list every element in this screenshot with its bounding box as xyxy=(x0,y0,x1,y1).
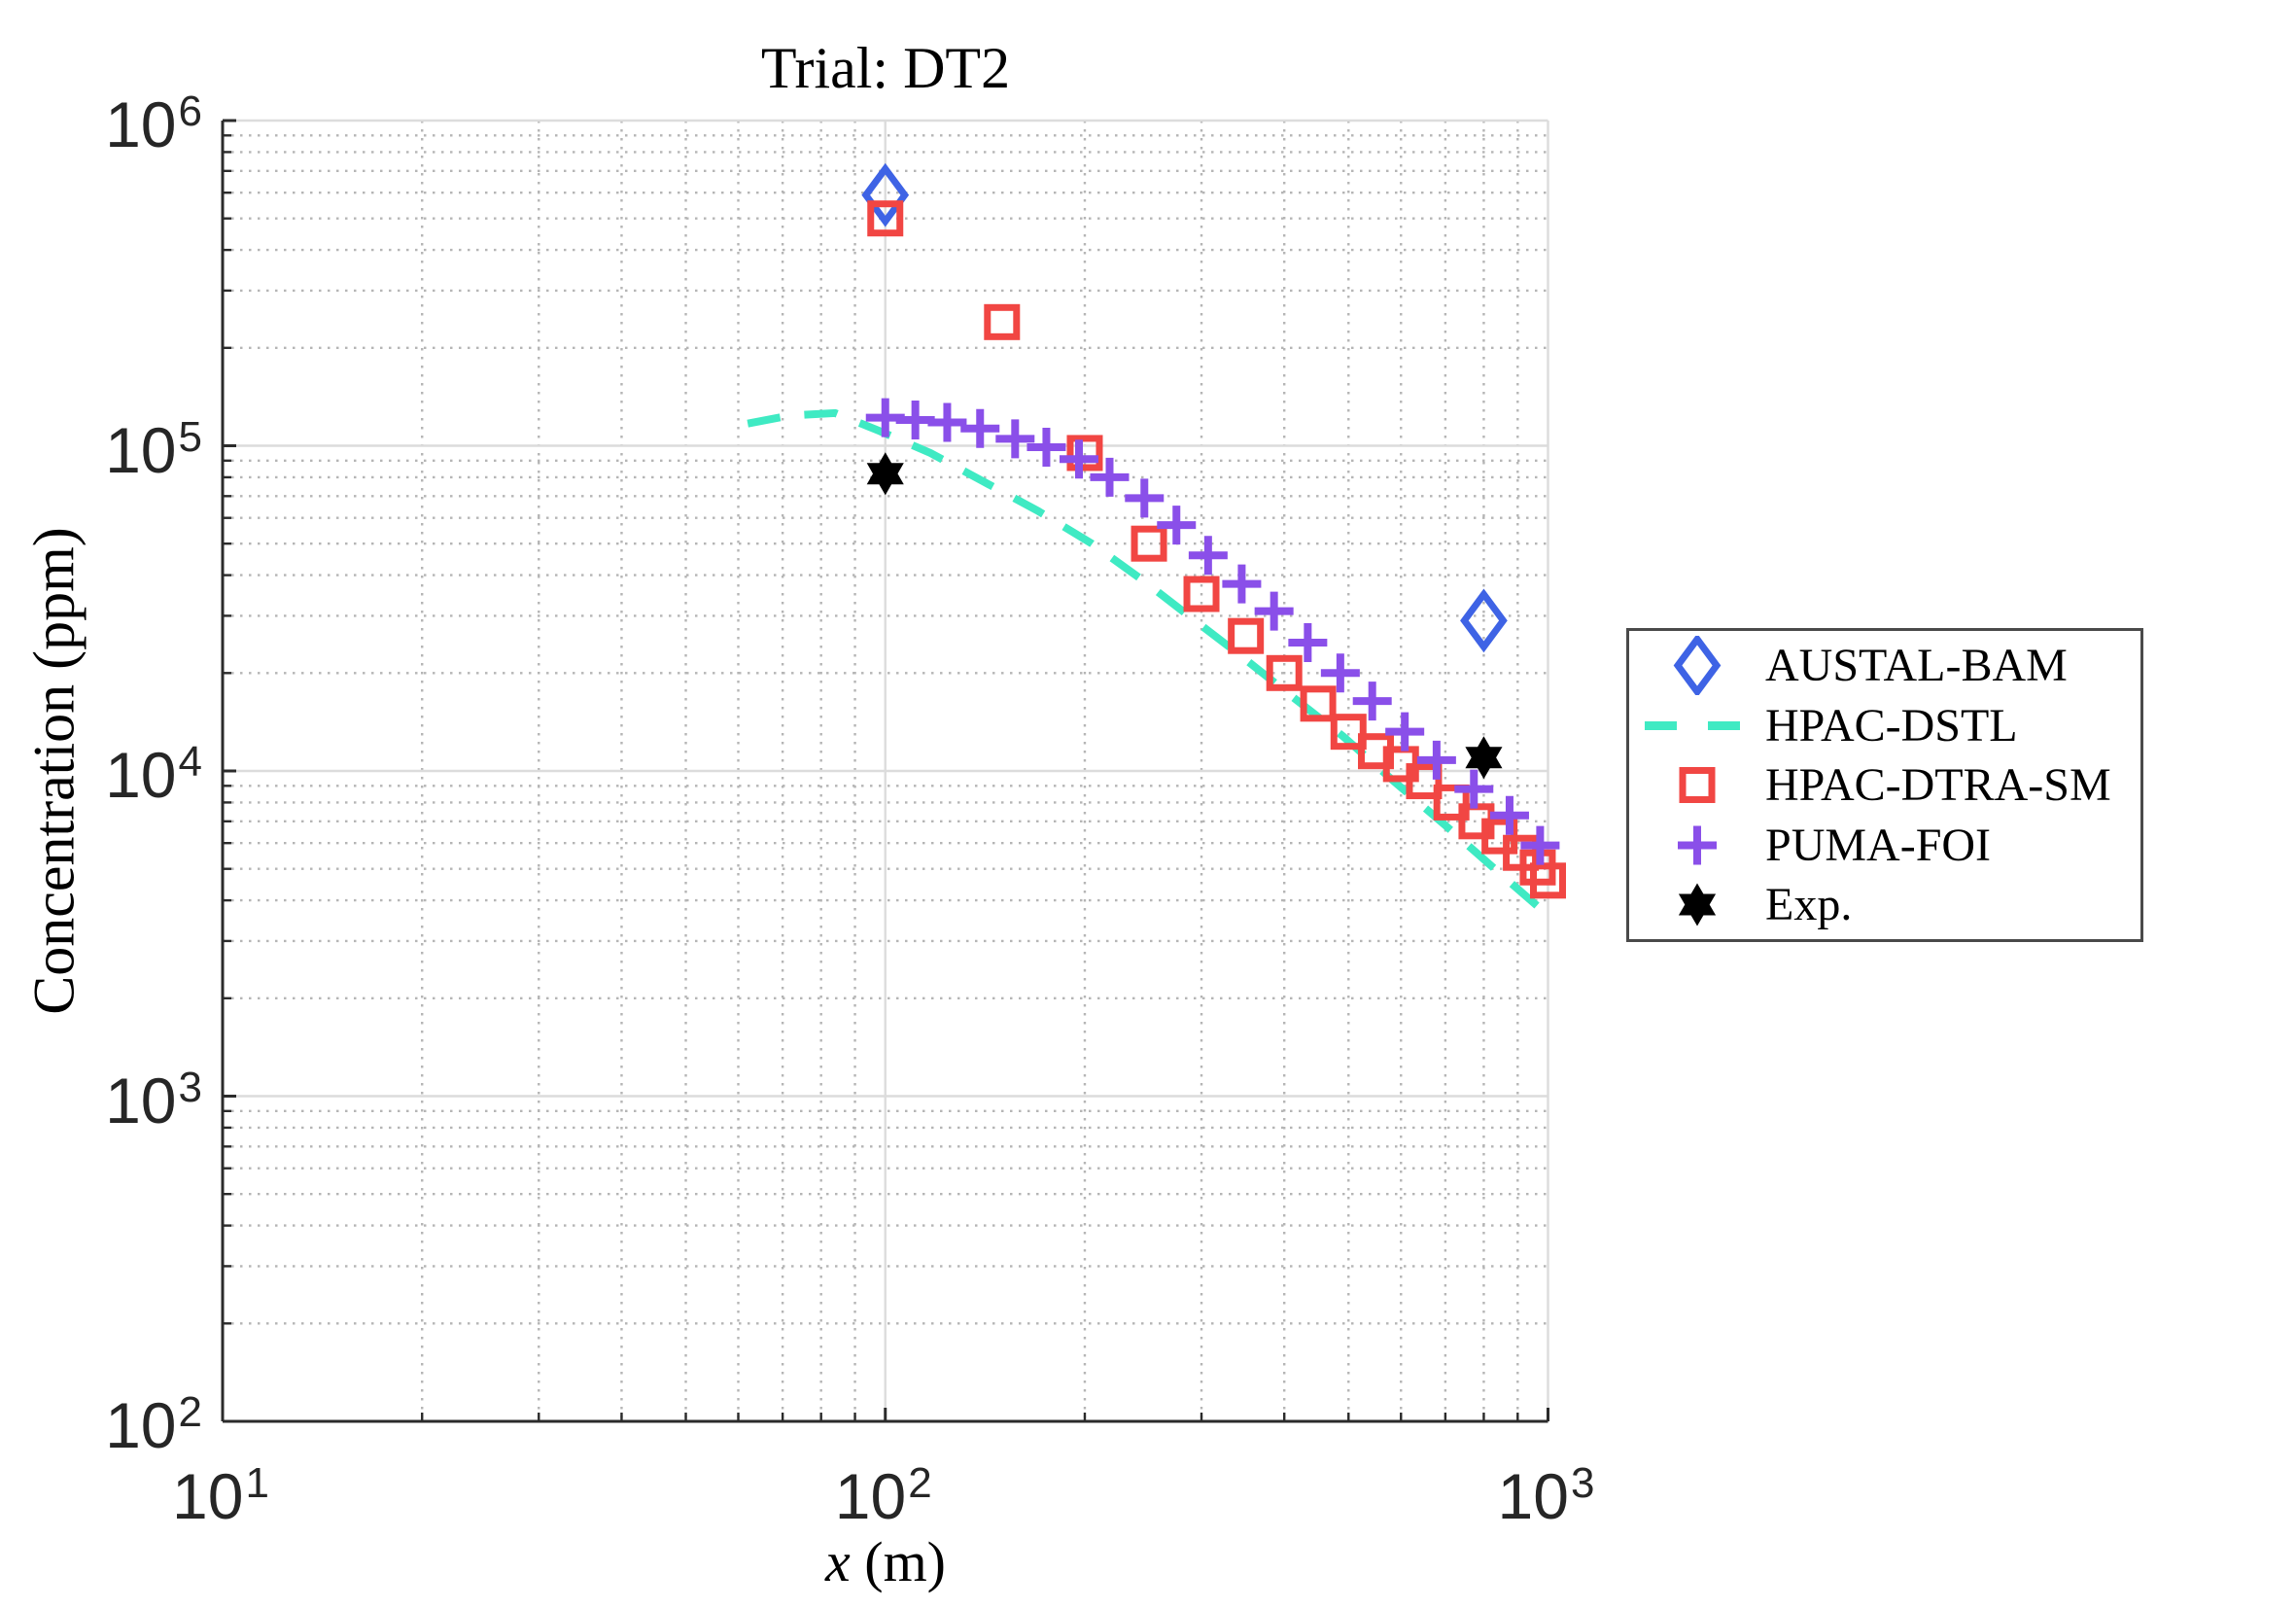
y-tick-label-1e3: 103 xyxy=(105,1063,202,1136)
diamond-data-marker xyxy=(1460,588,1508,653)
diamond-data-marker xyxy=(861,162,910,227)
hexagram-data-marker xyxy=(866,452,904,496)
square-data-marker xyxy=(1183,576,1220,612)
square-data-marker xyxy=(1330,714,1367,751)
x-axis-label: x (m) xyxy=(223,1532,1548,1592)
x-axis-label-variable: x xyxy=(825,1530,851,1593)
plus-data-marker xyxy=(960,408,1000,448)
square-data-marker xyxy=(1228,617,1265,654)
plus-data-marker xyxy=(927,402,967,442)
square-data-marker xyxy=(1406,763,1443,800)
series-hpac-dstl xyxy=(747,408,1551,919)
legend-item-exp: Exp. xyxy=(1629,875,2140,935)
square-data-marker xyxy=(1066,435,1103,472)
series-austal-bam xyxy=(861,162,1508,653)
plus-data-marker xyxy=(1416,740,1456,780)
legend-label-exp: Exp. xyxy=(1765,879,1853,930)
hexagram-data-marker xyxy=(1465,736,1503,780)
square-data-marker xyxy=(1530,862,1566,899)
x-axis-label-unit: (m) xyxy=(850,1530,946,1593)
legend-item-austal-bam: AUSTAL-BAM xyxy=(1629,636,2140,696)
plus-data-marker xyxy=(1090,457,1130,497)
x-tick-label-1e3: 103 xyxy=(1497,1459,1595,1532)
plus-data-marker xyxy=(1454,769,1494,809)
dashed-curve xyxy=(747,408,1551,919)
plus-data-marker xyxy=(1060,439,1098,479)
chart-title: Trial: DT2 xyxy=(760,36,1011,100)
plus-data-marker xyxy=(1385,712,1425,752)
plus-data-marker xyxy=(1254,591,1294,631)
series-exp xyxy=(866,452,1503,780)
tick-marks xyxy=(221,119,1549,1423)
plus-marker-icon xyxy=(1678,825,1717,864)
hexagram-marker-icon xyxy=(1678,883,1717,926)
x-tick-label-1e1: 101 xyxy=(172,1459,269,1532)
square-data-marker xyxy=(1300,685,1337,722)
x-tick-label-1e2: 102 xyxy=(834,1459,932,1532)
plus-data-marker xyxy=(1026,427,1066,467)
square-data-marker xyxy=(1433,784,1470,821)
series-puma-foi xyxy=(865,398,1560,865)
y-tick-label-1e5: 105 xyxy=(105,412,202,486)
legend-label-hpac-dstl: HPAC-DSTL xyxy=(1765,699,2018,752)
diamond-marker-icon xyxy=(1673,636,1722,695)
legend-item-hpac-dtra-sm: HPAC-DTRA-SM xyxy=(1629,755,2140,816)
plus-data-marker xyxy=(1288,623,1328,663)
legend-label-austal-bam: AUSTAL-BAM xyxy=(1765,640,2068,691)
y-tick-label-1e4: 104 xyxy=(105,738,202,811)
legend-item-hpac-dstl: HPAC-DSTL xyxy=(1629,695,2140,755)
plus-data-marker xyxy=(1352,682,1392,721)
plus-data-marker xyxy=(995,419,1035,459)
legend-label-puma-foi: PUMA-FOI xyxy=(1765,819,1992,871)
legend-label-hpac-dtra-sm: HPAC-DTRA-SM xyxy=(1765,759,2111,811)
dashed-line-icon xyxy=(1645,720,1752,730)
square-data-marker xyxy=(867,200,904,237)
major-gridlines xyxy=(223,119,1549,1421)
square-data-marker xyxy=(984,303,1021,340)
plus-data-marker xyxy=(1520,825,1560,865)
y-tick-label-1e6: 106 xyxy=(105,87,202,160)
legend-item-puma-foi: PUMA-FOI xyxy=(1629,815,2140,875)
plus-data-marker xyxy=(1489,795,1529,835)
legend: AUSTAL-BAM HPAC-DSTL HPAC-DTRA-SM PUMA-F… xyxy=(1626,628,2143,942)
square-marker-icon xyxy=(1679,767,1716,803)
y-axis-label: Concentration (ppm) xyxy=(21,527,87,1015)
plus-data-marker xyxy=(1157,506,1197,545)
plus-data-marker xyxy=(1222,564,1262,604)
plus-data-marker xyxy=(1320,653,1360,693)
square-data-marker xyxy=(1131,525,1167,562)
plus-data-marker xyxy=(1125,478,1165,518)
y-tick-label-1e2: 102 xyxy=(105,1388,202,1461)
minor-gridlines xyxy=(223,121,1548,1421)
plus-data-marker xyxy=(1188,536,1228,576)
square-data-marker xyxy=(1266,654,1303,691)
